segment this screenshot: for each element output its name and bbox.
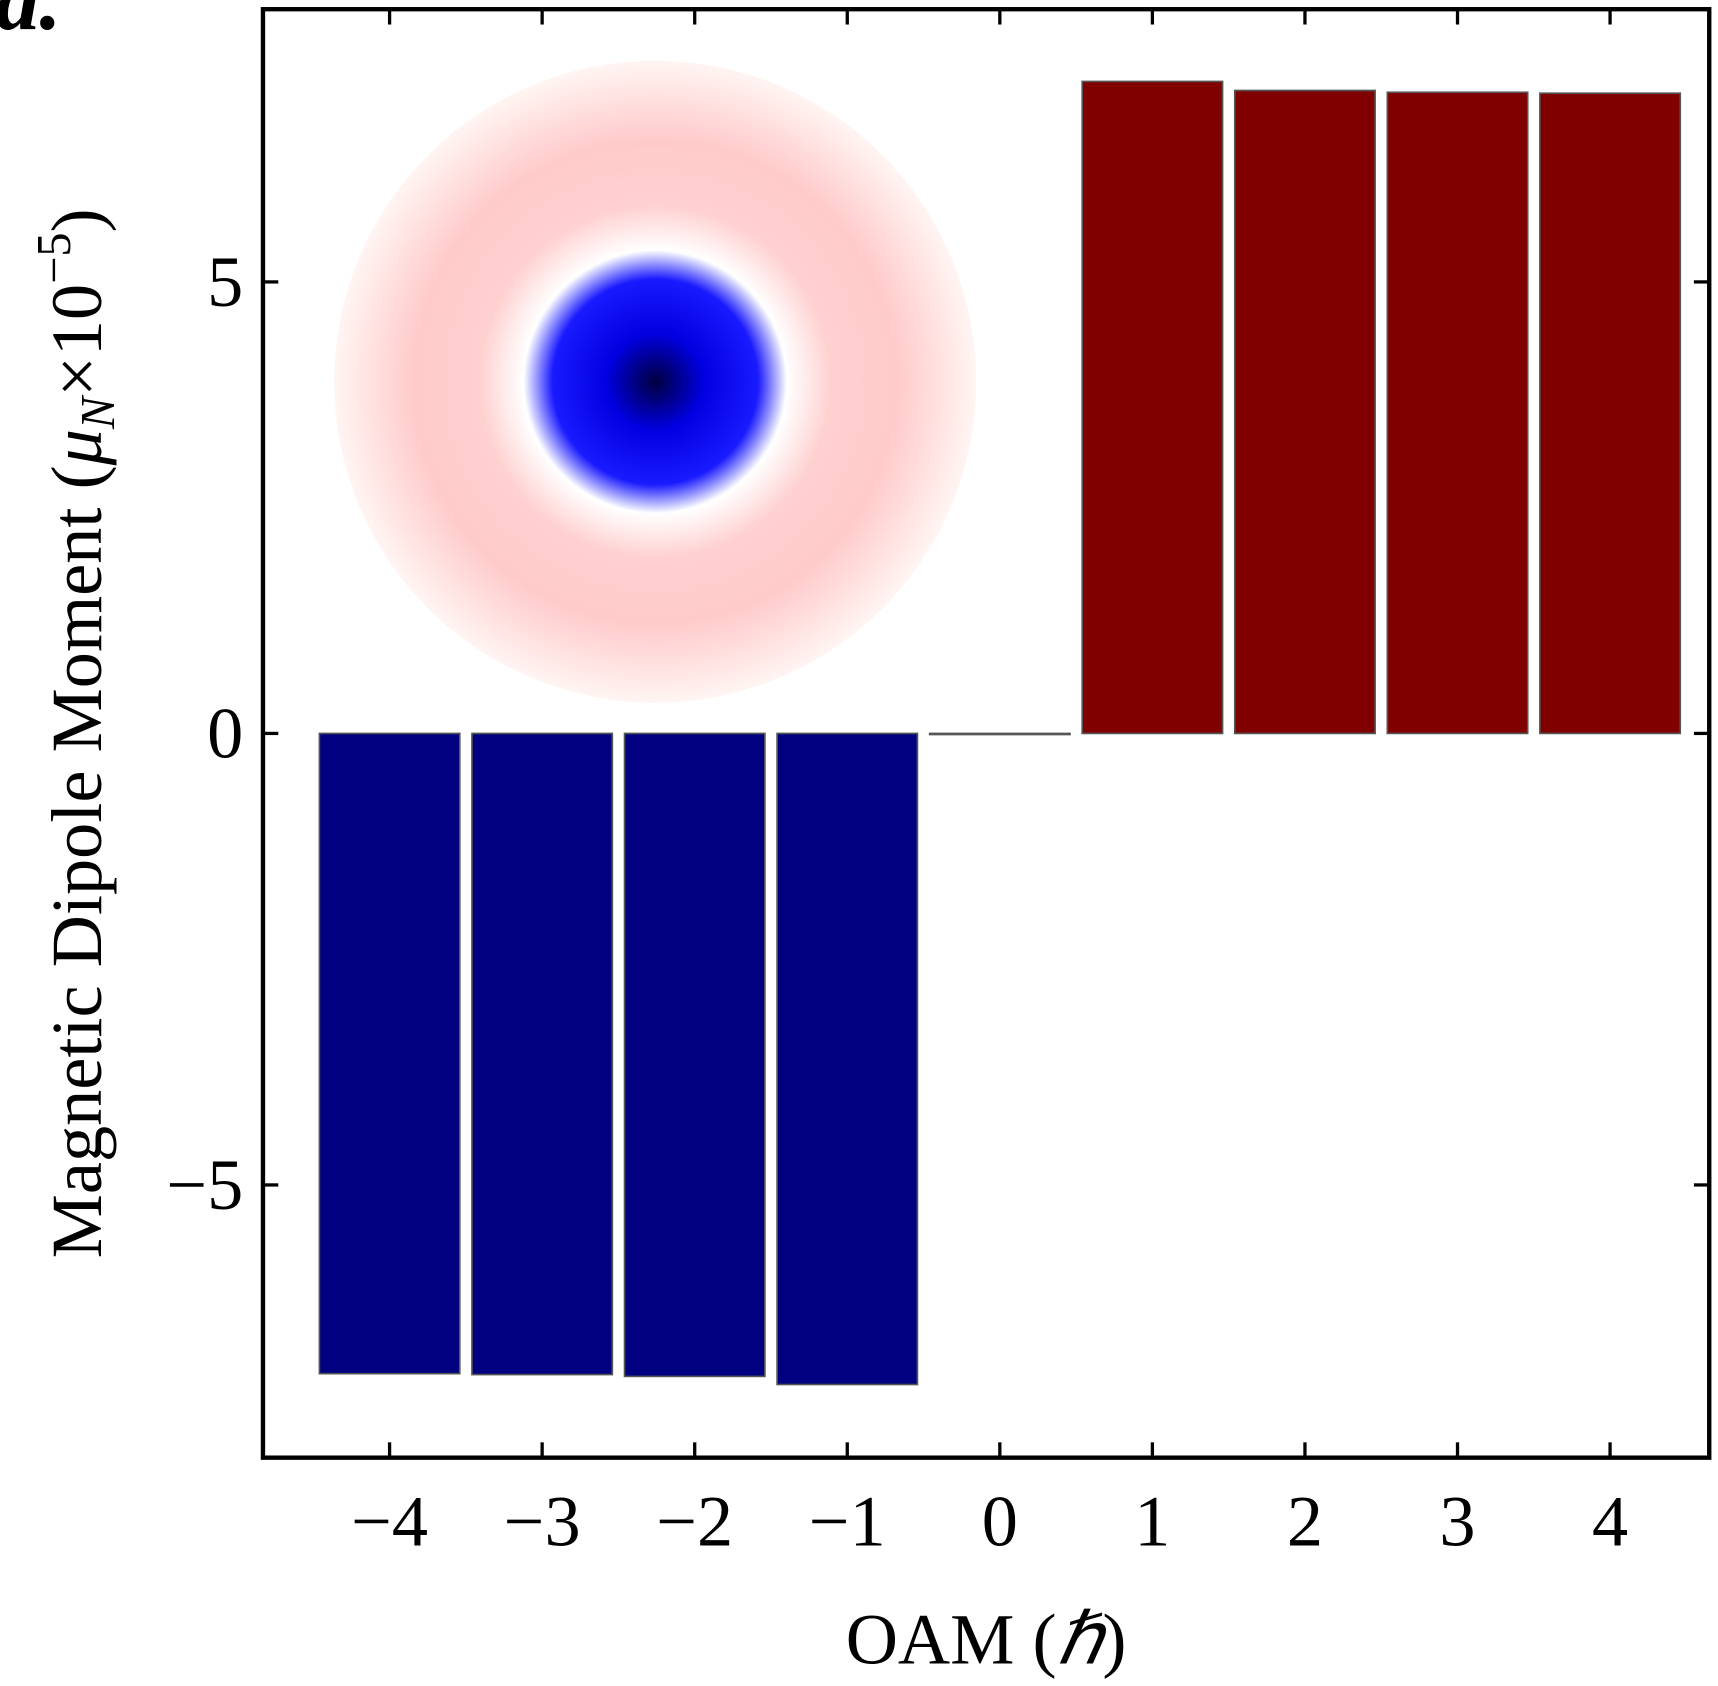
- x-tick-label: −3: [504, 1481, 581, 1561]
- bar: [1539, 92, 1682, 735]
- x-tick-label: −1: [809, 1481, 886, 1561]
- x-tick-label: 1: [1134, 1481, 1170, 1561]
- x-tick-label: 3: [1439, 1481, 1475, 1561]
- y-tick-label: −5: [166, 1145, 243, 1225]
- x-tick-label: 0: [982, 1481, 1018, 1561]
- bar: [776, 732, 919, 1386]
- bar: [471, 732, 614, 1376]
- y-label-part: ): [37, 208, 117, 232]
- y-tick-label: 0: [207, 694, 243, 774]
- y-label-part: ×10: [37, 284, 117, 397]
- bar: [318, 732, 461, 1375]
- panel-label: a.: [0, 0, 61, 48]
- bar: [1386, 91, 1529, 735]
- x-tick-label: −2: [656, 1481, 733, 1561]
- y-axis-label: Magnetic Dipole Moment (μN×10−5): [28, 208, 125, 1258]
- bar: [928, 732, 1071, 736]
- y-label-part: −5: [28, 233, 81, 284]
- bar: [1081, 80, 1224, 735]
- y-label-part: μ: [37, 429, 117, 466]
- x-tick-label: 2: [1287, 1481, 1323, 1561]
- x-tick-label: 4: [1592, 1481, 1628, 1561]
- bar: [623, 732, 766, 1378]
- y-tick-label: 5: [207, 242, 243, 322]
- x-axis-label: OAM (ℏ): [846, 1600, 1127, 1680]
- inset-image: [334, 60, 977, 703]
- x-label-part: ): [1102, 1600, 1126, 1680]
- y-label-part: Magnetic Dipole Moment (: [37, 465, 117, 1258]
- y-label-part: N: [72, 394, 125, 430]
- x-label-part: ℏ: [1057, 1600, 1108, 1680]
- x-tick-label: −4: [351, 1481, 428, 1561]
- bar: [1233, 89, 1376, 735]
- x-label-part: OAM (: [846, 1600, 1057, 1680]
